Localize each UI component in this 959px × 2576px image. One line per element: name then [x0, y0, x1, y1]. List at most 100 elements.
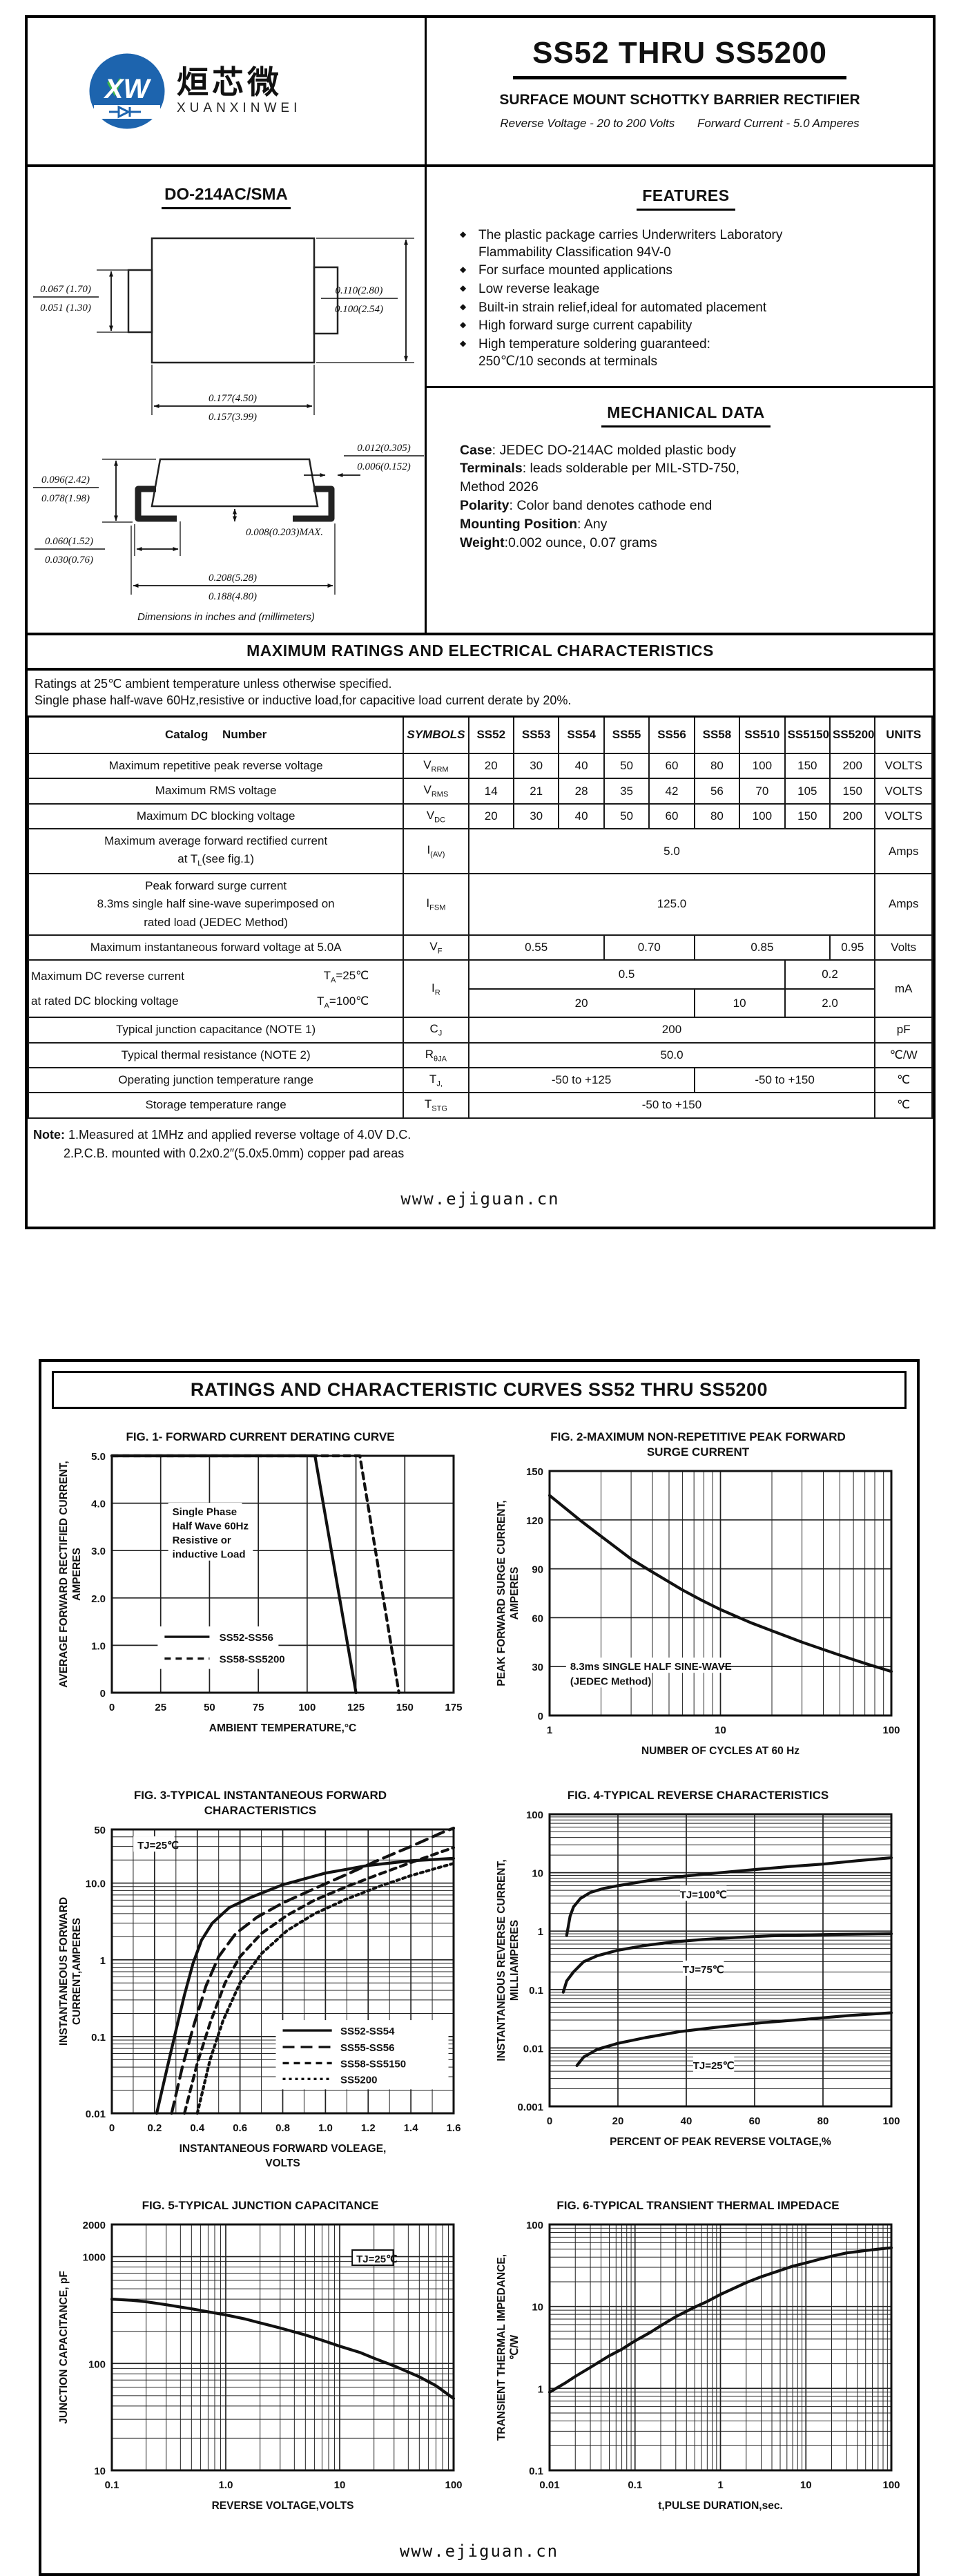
- diamond-bullet-icon: ◆: [460, 265, 467, 275]
- company-logo-icon: XW: [89, 53, 165, 129]
- table-cell-label: Storage temperature range: [27, 1092, 405, 1119]
- svg-text:TJ=25℃: TJ=25℃: [356, 2253, 398, 2265]
- svg-text:1.4: 1.4: [404, 2122, 419, 2134]
- figure-4-chart: 0 20 40 60 80 100 0.001 0.01 0.1 1 10 100 PERCENT OF…: [496, 1809, 900, 2148]
- svg-text:100: 100: [882, 1724, 900, 1736]
- svg-text:1: 1: [547, 1724, 552, 1736]
- table-cell-value: 50.0: [467, 1041, 876, 1068]
- table-cell-label: Maximum DC reverse current TA=25℃ at rated…: [27, 959, 405, 1019]
- table-cell-value: 35: [603, 778, 650, 805]
- figure-6-title: FIG. 6-TYPICAL TRANSIENT THERMAL IMPEDAC…: [556, 2199, 840, 2212]
- svg-text:1: 1: [538, 2383, 543, 2395]
- tagline-reverse-voltage: Reverse Voltage - 20 to 200 Volts: [500, 117, 675, 130]
- svg-text:INSTANTANEOUS REVERSE CURRENT,: INSTANTANEOUS REVERSE CURRENT,: [496, 1859, 507, 2061]
- svg-text:1.0: 1.0: [91, 1640, 106, 1652]
- table-cell-unit: VOLTS: [874, 778, 933, 805]
- dim-standoff-max: 0.008(0.203)MAX.: [246, 527, 323, 538]
- svg-text:60: 60: [749, 2115, 761, 2127]
- table-cell-value: 40: [558, 753, 605, 780]
- col-header-part: SS5150: [784, 715, 831, 755]
- table-cell-symbol: TSTG: [403, 1092, 469, 1119]
- svg-text:10.0: 10.0: [86, 1878, 106, 1890]
- diamond-bullet-icon: ◆: [460, 301, 467, 311]
- notes: Note: 1.Measured at 1MHz and applied rev…: [28, 1119, 933, 1164]
- table-row: Typical junction capacitance (NOTE 1) CJ 2…: [27, 1017, 933, 1044]
- figure-3-chart: 0 0.2 0.4 0.6 0.8 1.0 1.2 1.4 1.6 0.01 0.1 1 10.0 50 I…: [58, 1825, 461, 2169]
- ratings-heading: MAXIMUM RATINGS AND ELECTRICAL CHARACTER…: [28, 635, 933, 671]
- table-cell-label: Maximum average forward rectified curren…: [27, 828, 405, 874]
- svg-text:25: 25: [155, 1702, 166, 1713]
- table-cell-label: Typical junction capacitance (NOTE 1): [27, 1017, 405, 1044]
- mechanical-line: Method 2026: [460, 479, 539, 495]
- table-cell-value: 0.5: [467, 959, 786, 990]
- table-cell-value: -50 to +125: [467, 1066, 695, 1094]
- table-row: Storage temperature range TSTG -50 to +150…: [27, 1092, 933, 1119]
- table-cell-value: 21: [512, 778, 560, 805]
- svg-text:50: 50: [94, 1825, 106, 1836]
- svg-text:2000: 2000: [83, 2220, 106, 2231]
- datasheet: XW 烜芯微 XUANXINWEI SS52 THRU SS5200 SURFA…: [0, 15, 959, 2576]
- svg-text:20: 20: [612, 2115, 624, 2127]
- features-section: FEATURES ◆ The plastic package carries Un…: [460, 167, 912, 371]
- dim-overall-width-max: 0.208(5.28): [209, 573, 257, 584]
- table-cell-unit: VOLTS: [874, 802, 933, 830]
- table-cell-value: 0.70: [603, 934, 695, 961]
- diamond-bullet-icon: ◆: [460, 320, 467, 330]
- table-cell-value: -50 to +150: [693, 1066, 876, 1094]
- ratings-condition-1: Ratings at 25℃ ambient temperature unles…: [35, 677, 392, 691]
- svg-text:0: 0: [109, 2122, 115, 2134]
- table-cell-symbol: VRMS: [403, 778, 469, 805]
- svg-text:0.1: 0.1: [628, 2479, 642, 2491]
- table-cell-value: 200: [829, 802, 876, 830]
- svg-text:SS52-SS56: SS52-SS56: [220, 1632, 273, 1644]
- svg-text:5.0: 5.0: [91, 1451, 106, 1463]
- svg-text:0.4: 0.4: [190, 2122, 205, 2134]
- table-cell-symbol: RθJA: [403, 1041, 469, 1068]
- tagline: Reverse Voltage - 20 to 200 Volts Forwar…: [427, 117, 933, 131]
- table-cell-symbol: VF: [403, 934, 469, 961]
- table-cell-label: Maximum RMS voltage: [27, 778, 405, 805]
- svg-text:100: 100: [298, 1702, 316, 1713]
- ratings-conditions: Ratings at 25℃ ambient temperature unles…: [28, 671, 933, 715]
- diamond-bullet-icon: ◆: [460, 283, 467, 294]
- table-cell-unit: Amps: [874, 872, 933, 936]
- figure-4-title: FIG. 4-TYPICAL REVERSE CHARACTERISTICS: [567, 1788, 829, 1802]
- svg-text:Resistive or: Resistive or: [173, 1535, 231, 1546]
- table-row: Operating junction temperature range TJ, -…: [27, 1066, 933, 1094]
- tagline-forward-current: Forward Current - 5.0 Amperes: [697, 117, 860, 130]
- table-cell-value: 0.95: [829, 934, 876, 961]
- table-cell-value: 50: [603, 802, 650, 830]
- feature-item: ◆ Low reverse leakage: [460, 282, 600, 297]
- svg-text:TJ=25℃: TJ=25℃: [137, 1840, 179, 1852]
- table-cell-value: 40: [558, 802, 605, 830]
- table-cell-value: 20: [467, 988, 695, 1019]
- feature-item: ◆ High forward surge current capability: [460, 318, 692, 334]
- package-caption: Dimensions in inches and (millimeters): [137, 611, 315, 623]
- table-cell-value: 105: [784, 778, 831, 805]
- table-cell-symbol: VDC: [403, 802, 469, 830]
- svg-text:XW: XW: [104, 74, 152, 104]
- table-cell-symbol: TJ,: [403, 1066, 469, 1094]
- svg-text:0.001: 0.001: [517, 2102, 543, 2113]
- table-cell-value: 14: [467, 778, 514, 805]
- svg-text:100: 100: [445, 2479, 462, 2491]
- svg-text:3.0: 3.0: [91, 1546, 106, 1557]
- svg-text:100: 100: [88, 2358, 106, 2370]
- svg-text:0.1: 0.1: [91, 2032, 106, 2044]
- svg-text:INSTANTANEOUS FORWARD VOLEAGE,: INSTANTANEOUS FORWARD VOLEAGE,: [180, 2143, 387, 2155]
- table-cell-value: 56: [693, 778, 741, 805]
- table-cell-value: 10: [693, 988, 786, 1019]
- table-cell-label: Maximum DC blocking voltage: [27, 802, 405, 830]
- svg-text:AVERAGE FORWARD RECTIFIED CURR: AVERAGE FORWARD RECTIFIED CURRENT,: [58, 1461, 70, 1687]
- brand-name-en: XUANXINWEI: [177, 101, 302, 115]
- svg-text:30: 30: [532, 1662, 543, 1673]
- svg-text:10: 10: [715, 1724, 726, 1736]
- mechanical-line: Mounting Position: Any: [460, 517, 608, 532]
- table-cell-value: 100: [739, 753, 786, 780]
- table-row: Typical thermal resistance (NOTE 2) RθJA 5…: [27, 1041, 933, 1068]
- svg-text:0.8: 0.8: [275, 2122, 290, 2134]
- table-row: Peak forward surge current 8.3ms single h…: [27, 872, 933, 936]
- mechanical-data-section: MECHANICAL DATA Case: JEDEC DO-214AC mol…: [427, 385, 933, 570]
- figure-2-title: FIG. 2-MAXIMUM NON-REPETITIVE PEAK FORWA…: [550, 1430, 846, 1459]
- svg-text:8.3ms SINGLE HALF SINE-WAVE: 8.3ms SINGLE HALF SINE-WAVE: [570, 1661, 732, 1673]
